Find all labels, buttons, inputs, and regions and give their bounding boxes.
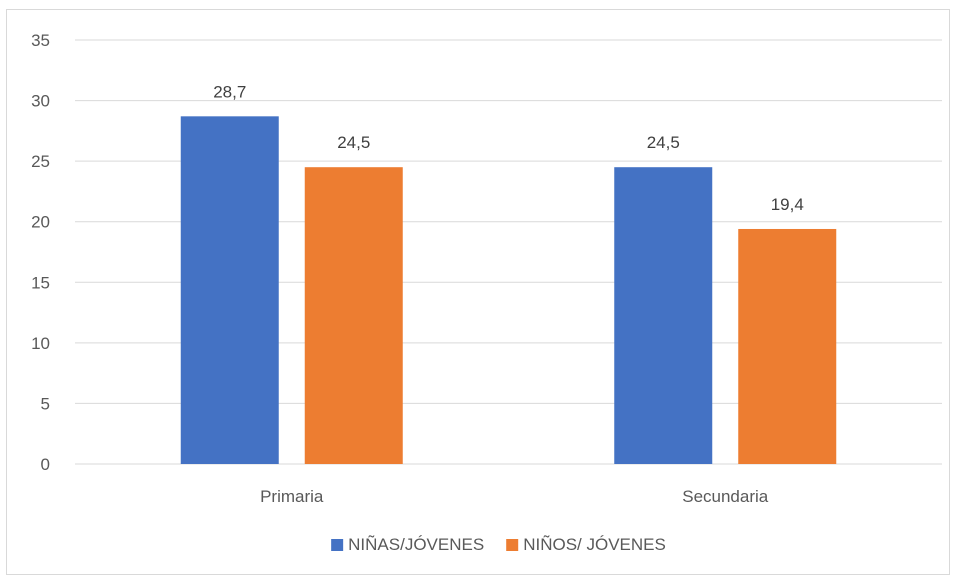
- data-label: 24,5: [647, 133, 680, 152]
- data-label: 19,4: [771, 195, 804, 214]
- bar: [180, 116, 279, 464]
- bars: 28,7 24,5 24,5 19,4: [180, 82, 837, 464]
- x-axis-ticks: Primaria Secundaria: [260, 487, 769, 506]
- legend: NIÑAS/JÓVENES NIÑOS/ JÓVENES: [331, 535, 666, 554]
- y-tick-label: 10: [31, 334, 50, 353]
- y-tick-label: 15: [31, 273, 50, 292]
- x-tick-label: Primaria: [260, 487, 324, 506]
- y-tick-label: 20: [31, 213, 50, 232]
- legend-item: NIÑAS/JÓVENES: [331, 535, 484, 554]
- legend-label: NIÑOS/ JÓVENES: [523, 535, 666, 554]
- y-tick-label: 35: [31, 31, 50, 50]
- legend-swatch: [506, 539, 519, 551]
- y-axis-ticks: 0 5 10 15 20 25 30 35: [31, 31, 50, 474]
- y-tick-label: 30: [31, 92, 50, 111]
- bar: [614, 167, 713, 464]
- y-tick-label: 5: [41, 394, 50, 413]
- bar: [304, 167, 403, 464]
- y-tick-label: 25: [31, 152, 50, 171]
- y-tick-label: 0: [41, 455, 50, 474]
- bar: [738, 228, 837, 464]
- data-label: 24,5: [337, 133, 370, 152]
- legend-label: NIÑAS/JÓVENES: [348, 535, 484, 554]
- legend-item: NIÑOS/ JÓVENES: [506, 535, 666, 554]
- x-tick-label: Secundaria: [682, 487, 769, 506]
- legend-swatch: [331, 539, 344, 551]
- data-label: 28,7: [213, 82, 246, 101]
